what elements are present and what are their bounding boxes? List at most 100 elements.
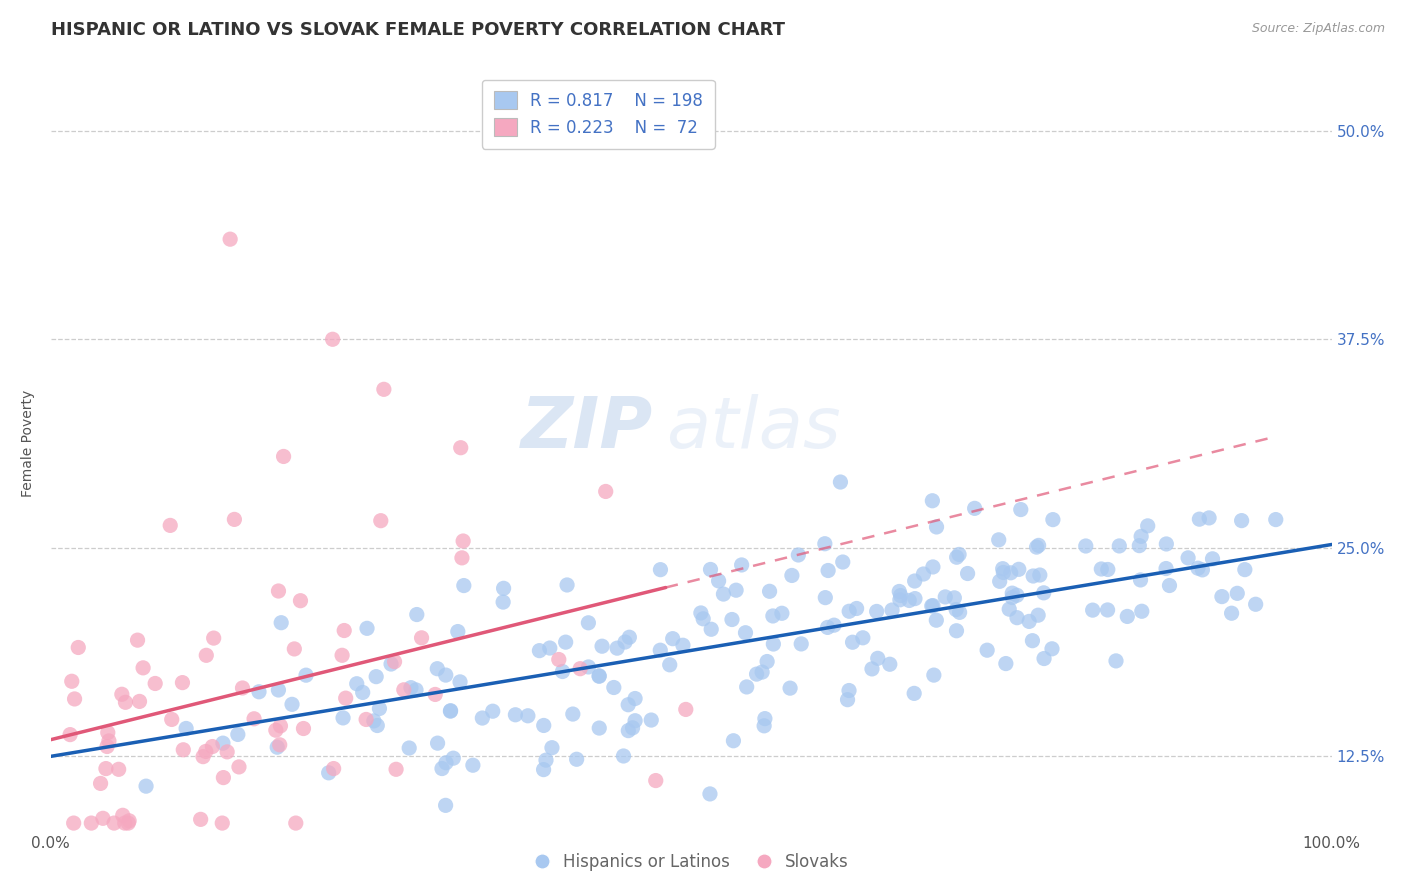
Point — [450, 441, 472, 455]
Point — [103, 816, 125, 830]
Point — [202, 631, 225, 645]
Point — [114, 695, 136, 709]
Point — [453, 578, 475, 592]
Point — [1029, 568, 1052, 582]
Point — [295, 668, 318, 682]
Point — [993, 566, 1015, 580]
Point — [114, 816, 136, 830]
Point — [904, 574, 927, 588]
Point — [787, 548, 810, 562]
Point — [159, 518, 181, 533]
Point — [1033, 651, 1056, 665]
Point — [385, 762, 408, 776]
Point — [1042, 513, 1064, 527]
Point — [191, 749, 214, 764]
Point — [838, 604, 860, 618]
Point — [356, 621, 378, 635]
Y-axis label: Female Poverty: Female Poverty — [21, 390, 35, 497]
Point — [94, 762, 117, 776]
Point — [370, 514, 392, 528]
Point — [1226, 586, 1249, 600]
Point — [335, 691, 357, 706]
Point — [692, 612, 714, 626]
Point — [841, 635, 863, 649]
Point — [879, 657, 901, 672]
Point — [449, 674, 471, 689]
Point — [1128, 539, 1150, 553]
Point — [1244, 597, 1267, 611]
Point — [447, 624, 470, 639]
Point — [561, 707, 583, 722]
Point — [430, 762, 453, 776]
Point — [1130, 604, 1153, 618]
Point — [576, 615, 599, 630]
Point — [492, 595, 515, 609]
Point — [363, 714, 385, 728]
Text: atlas: atlas — [665, 393, 841, 463]
Point — [461, 758, 484, 772]
Point — [211, 816, 233, 830]
Point — [373, 382, 395, 396]
Point — [1136, 519, 1159, 533]
Point — [565, 752, 588, 766]
Point — [1001, 586, 1024, 600]
Point — [516, 708, 538, 723]
Point — [1188, 512, 1211, 526]
Point — [925, 520, 948, 534]
Point — [752, 719, 775, 733]
Point — [830, 475, 852, 489]
Point — [80, 816, 103, 830]
Point — [921, 493, 943, 508]
Point — [346, 677, 368, 691]
Point — [90, 776, 112, 790]
Point — [912, 567, 935, 582]
Point — [756, 655, 779, 669]
Point — [889, 584, 911, 599]
Point — [67, 640, 90, 655]
Point — [617, 698, 640, 712]
Point — [1022, 569, 1045, 583]
Point — [699, 787, 721, 801]
Point — [922, 599, 945, 613]
Point — [290, 593, 312, 607]
Point — [354, 713, 377, 727]
Point — [352, 685, 374, 699]
Point — [1198, 511, 1220, 525]
Point — [269, 738, 291, 752]
Point — [541, 740, 564, 755]
Point — [751, 665, 773, 679]
Point — [880, 603, 903, 617]
Point — [405, 682, 427, 697]
Text: Source: ZipAtlas.com: Source: ZipAtlas.com — [1251, 22, 1385, 36]
Point — [481, 704, 503, 718]
Point — [890, 589, 912, 603]
Point — [1010, 502, 1032, 516]
Point — [538, 641, 561, 656]
Point — [949, 605, 972, 619]
Point — [700, 622, 723, 636]
Point — [925, 613, 948, 627]
Point — [713, 587, 735, 601]
Point — [426, 736, 449, 750]
Point — [721, 613, 744, 627]
Point — [612, 749, 634, 764]
Point — [640, 713, 662, 727]
Point — [624, 691, 647, 706]
Point — [1090, 562, 1112, 576]
Point — [60, 674, 83, 689]
Point — [780, 568, 803, 582]
Point — [619, 630, 641, 644]
Point — [1021, 633, 1043, 648]
Point — [1191, 563, 1213, 577]
Point — [578, 660, 600, 674]
Point — [59, 728, 82, 742]
Point — [471, 711, 494, 725]
Point — [551, 665, 574, 679]
Point — [735, 680, 758, 694]
Point — [426, 662, 449, 676]
Point — [97, 734, 120, 748]
Point — [398, 741, 420, 756]
Point — [247, 685, 270, 699]
Point — [97, 725, 120, 739]
Point — [292, 722, 315, 736]
